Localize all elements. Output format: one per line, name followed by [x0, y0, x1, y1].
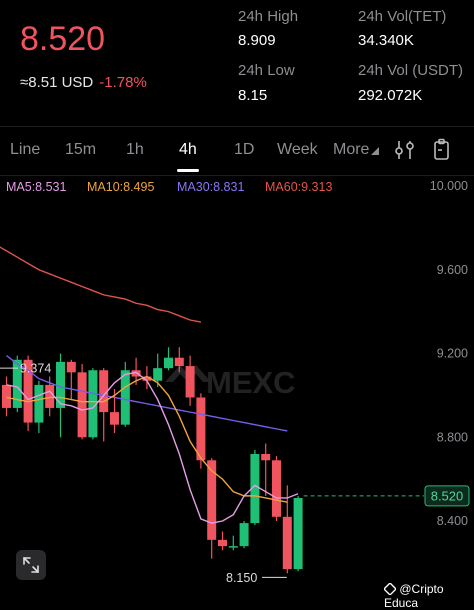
candle-body: [272, 460, 281, 517]
y-tick-label: 8.800: [437, 430, 468, 444]
candle-body: [218, 539, 227, 547]
watermark-text: MEXC: [206, 365, 296, 400]
vol-tet-value: 34.340K: [358, 32, 414, 49]
candle-body: [142, 376, 152, 381]
candlestick-chart[interactable]: MEXC 10.000 9.600 9.200 8.800 8.400 8.520 9.37…: [0, 175, 474, 599]
candle-body: [185, 366, 195, 398]
candle-body: [56, 361, 65, 408]
candle-body: [12, 359, 22, 408]
low-marker-label: 8.150: [226, 571, 257, 585]
vol-usdt-label: 24h Vol (USDT): [358, 62, 464, 79]
candle-body: [131, 370, 141, 377]
y-tick-label: 9.600: [437, 263, 468, 277]
source-credit: @Cripto Educa: [383, 582, 474, 610]
tab-15m[interactable]: 15m: [65, 141, 97, 158]
current-price-tag-box: [424, 485, 470, 507]
last-price: 8.520: [20, 20, 106, 58]
candle-body: [261, 454, 271, 461]
y-tick-label: 8.400: [437, 514, 468, 528]
timeframe-tabs: Line 15m 1h 4h 1D Week More: [0, 126, 474, 176]
price-subline: ≈8.51 USD -1.78%: [20, 74, 147, 91]
tab-more[interactable]: More: [333, 141, 380, 159]
low-value: 8.15: [238, 87, 268, 104]
ma60-readout: MA60:9.313: [265, 180, 333, 194]
tab-more-label: More: [333, 141, 370, 158]
high-label: 24h High: [238, 8, 299, 25]
candle-body: [250, 454, 260, 524]
candle-body: [110, 412, 119, 425]
fullscreen-button[interactable]: [16, 550, 46, 580]
high-marker-label: 9.374: [20, 362, 51, 376]
tab-1h[interactable]: 1h: [126, 141, 144, 158]
candle-body: [293, 497, 303, 570]
indicator-settings-icon[interactable]: [394, 139, 416, 161]
high-value: 8.909: [238, 32, 276, 49]
candle-body: [120, 370, 130, 425]
vol-usdt-value: 292.072K: [358, 87, 423, 104]
candle-body: [196, 397, 206, 461]
candle-body: [45, 384, 55, 408]
tab-1d[interactable]: 1D: [234, 141, 255, 158]
caret-down-icon: [371, 147, 380, 155]
usd-equivalent: ≈8.51 USD: [20, 74, 94, 91]
low-label: 24h Low: [238, 62, 295, 79]
diamond-logo-icon: [383, 582, 397, 596]
vol-tet-label: 24h Vol(TET): [358, 8, 447, 25]
price-change: -1.78%: [99, 74, 147, 91]
ma10-line: [6, 375, 288, 503]
candle-body: [174, 357, 184, 367]
candle-body: [66, 361, 76, 373]
candle-body: [228, 546, 238, 548]
candle-body: [23, 359, 33, 423]
candle-body: [282, 516, 292, 570]
candle-body: [153, 368, 163, 381]
candle-body: [34, 384, 44, 423]
mexc-watermark: MEXC: [165, 365, 296, 400]
candle-body: [207, 460, 217, 540]
ma30-line: [6, 355, 288, 432]
tab-week[interactable]: Week: [277, 141, 318, 158]
tab-line[interactable]: Line: [10, 141, 41, 158]
y-tick-label: 10.000: [430, 179, 468, 193]
candle-body: [99, 370, 109, 413]
y-tick-label: 9.200: [437, 347, 468, 361]
clipboard-icon[interactable]: [432, 138, 452, 162]
ma5-readout: MA5:8.531: [6, 180, 67, 194]
candle-body: [77, 372, 87, 438]
expand-icon: [23, 557, 39, 573]
candle-body: [164, 357, 173, 369]
current-price-tag: 8.520: [431, 488, 464, 503]
candle-body: [88, 370, 98, 438]
candle-body: [2, 384, 11, 408]
ma60-line: [0, 246, 202, 323]
ma30-readout: MA30:8.831: [177, 180, 245, 194]
tab-4h[interactable]: 4h: [177, 141, 199, 172]
ma10-readout: MA10:8.495: [87, 180, 155, 194]
candle-body: [239, 523, 249, 547]
ma5-line: [6, 371, 299, 524]
